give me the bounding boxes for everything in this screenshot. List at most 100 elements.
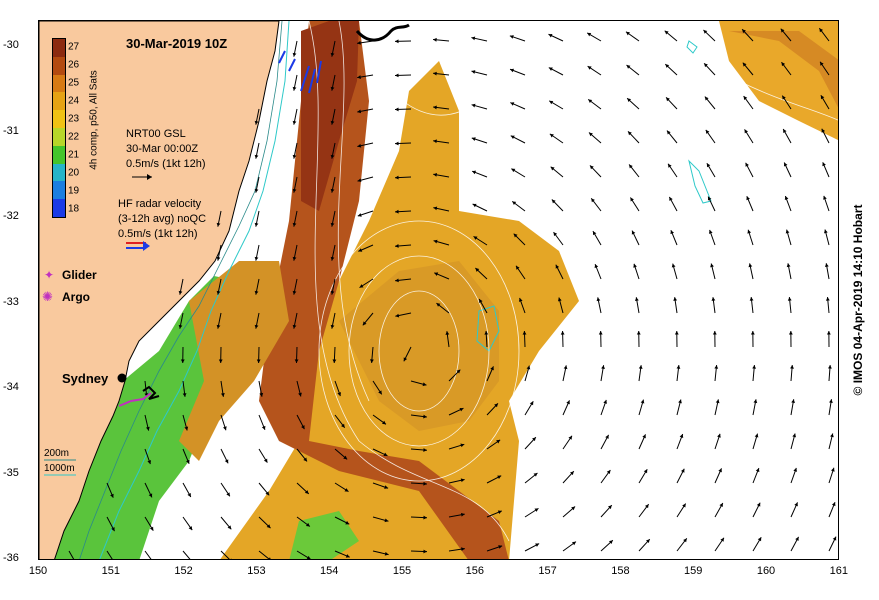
current-arrow-head	[742, 62, 747, 67]
current-arrow-head	[680, 468, 685, 473]
current-arrow-head	[304, 490, 309, 494]
current-arrow-head	[790, 365, 794, 369]
current-arrow-head	[497, 475, 502, 479]
current-arrow-head	[330, 86, 335, 91]
x-tick-label: 161	[829, 565, 848, 577]
current-arrow-head	[395, 73, 399, 78]
current-arrow-head	[216, 256, 221, 261]
current-arrow-head	[224, 459, 229, 464]
current-arrow-head	[254, 120, 259, 125]
current-arrow-head	[471, 103, 476, 108]
current-arrow-head	[254, 154, 259, 159]
current-arrow-head	[216, 222, 221, 227]
current-arrow-head	[563, 365, 568, 370]
current-arrow	[144, 550, 152, 559]
sst-orange-shelf	[179, 261, 289, 461]
current-arrow-head	[592, 231, 597, 236]
map-title: 30-Mar-2019 10Z	[126, 36, 228, 51]
current-arrow-head	[254, 188, 259, 193]
current-arrow-head	[182, 393, 187, 397]
nrt-legend-line1: NRT00 GSL	[126, 128, 186, 140]
current-arrow-head	[254, 256, 259, 261]
current-arrow-head	[820, 95, 825, 100]
current-arrow-head	[383, 452, 388, 457]
current-arrow-head	[188, 526, 193, 531]
current-arrow-head	[422, 382, 427, 387]
current-arrow-head	[781, 62, 786, 67]
current-arrow	[182, 550, 191, 559]
current-arrow-head	[676, 365, 681, 369]
current-arrow-head	[704, 63, 708, 68]
current-arrow-head	[423, 515, 427, 520]
current-arrow-head	[148, 493, 153, 498]
x-tick-label: 152	[174, 565, 193, 577]
current-arrow-head	[292, 188, 297, 193]
current-arrow-head	[607, 505, 612, 510]
current-arrow-head	[494, 403, 498, 408]
current-arrow-head	[714, 365, 719, 369]
colorbar-tick-label: 22	[68, 131, 80, 143]
x-tick-label: 158	[611, 565, 630, 577]
current-arrow-head	[292, 154, 297, 159]
current-arrow-head	[645, 539, 650, 544]
current-arrow-head	[744, 129, 749, 134]
current-arrow-head	[434, 272, 439, 276]
current-arrow-head	[566, 400, 570, 405]
current-arrow-head	[216, 290, 221, 295]
current-arrow-head	[750, 331, 755, 335]
current-arrow-head	[254, 290, 259, 295]
current-arrow-head	[479, 299, 483, 304]
current-arrow-head	[510, 68, 515, 73]
y-tick-label: -31	[3, 124, 19, 137]
current-arrow-head	[669, 196, 673, 201]
current-arrow-head	[254, 222, 259, 227]
current-arrow	[106, 550, 113, 559]
current-arrow-head	[560, 331, 565, 335]
current-arrow-head	[345, 554, 350, 558]
current-arrow-head	[588, 132, 593, 137]
current-arrow-head	[384, 518, 389, 523]
current-arrow-head	[644, 504, 649, 509]
current-arrow-head	[254, 324, 259, 329]
current-arrow-head	[332, 359, 337, 363]
current-arrow-head	[754, 433, 759, 438]
current-arrow-head	[703, 29, 708, 34]
y-tick-label: -33	[3, 295, 19, 308]
x-tick-label: 159	[684, 565, 703, 577]
colorbar-segment	[53, 145, 65, 164]
current-arrow-head	[490, 366, 494, 371]
current-arrow-head	[745, 162, 749, 167]
current-arrow-head	[749, 297, 754, 301]
current-arrow-head	[180, 359, 185, 363]
current-arrow-head	[423, 414, 427, 419]
glider-legend-marker: ✦	[44, 268, 55, 282]
current-arrow-head	[608, 540, 613, 545]
current-arrow-head	[292, 52, 297, 57]
current-arrow-head	[824, 229, 828, 234]
current-arrow-head	[395, 244, 399, 248]
sydney-marker	[117, 373, 127, 383]
current-arrow-head	[395, 278, 399, 283]
current-arrow-head	[178, 290, 183, 295]
argo-legend-marker: ✺	[42, 289, 53, 304]
current-arrow-head	[670, 230, 675, 235]
current-arrow-head	[665, 64, 670, 68]
current-arrow-head	[820, 61, 824, 66]
current-arrow-head	[628, 131, 632, 136]
current-arrow-head	[497, 510, 502, 515]
current-arrow-head	[757, 537, 762, 542]
depth-legend-200m: 200m	[44, 448, 70, 459]
current-arrow-head	[711, 297, 716, 301]
current-arrow-head	[292, 222, 297, 227]
current-arrow-head	[357, 143, 362, 148]
current-arrow-head	[640, 399, 645, 404]
current-arrow-head	[605, 434, 609, 439]
current-arrow-head	[471, 36, 476, 41]
current-arrow-head	[588, 99, 593, 104]
current-arrow-head	[666, 130, 671, 135]
current-arrow-head	[301, 425, 305, 430]
current-arrow-head	[756, 502, 761, 507]
current-arrow-head	[671, 263, 676, 268]
current-arrow-head	[678, 399, 682, 404]
current-arrow-head	[787, 297, 792, 301]
